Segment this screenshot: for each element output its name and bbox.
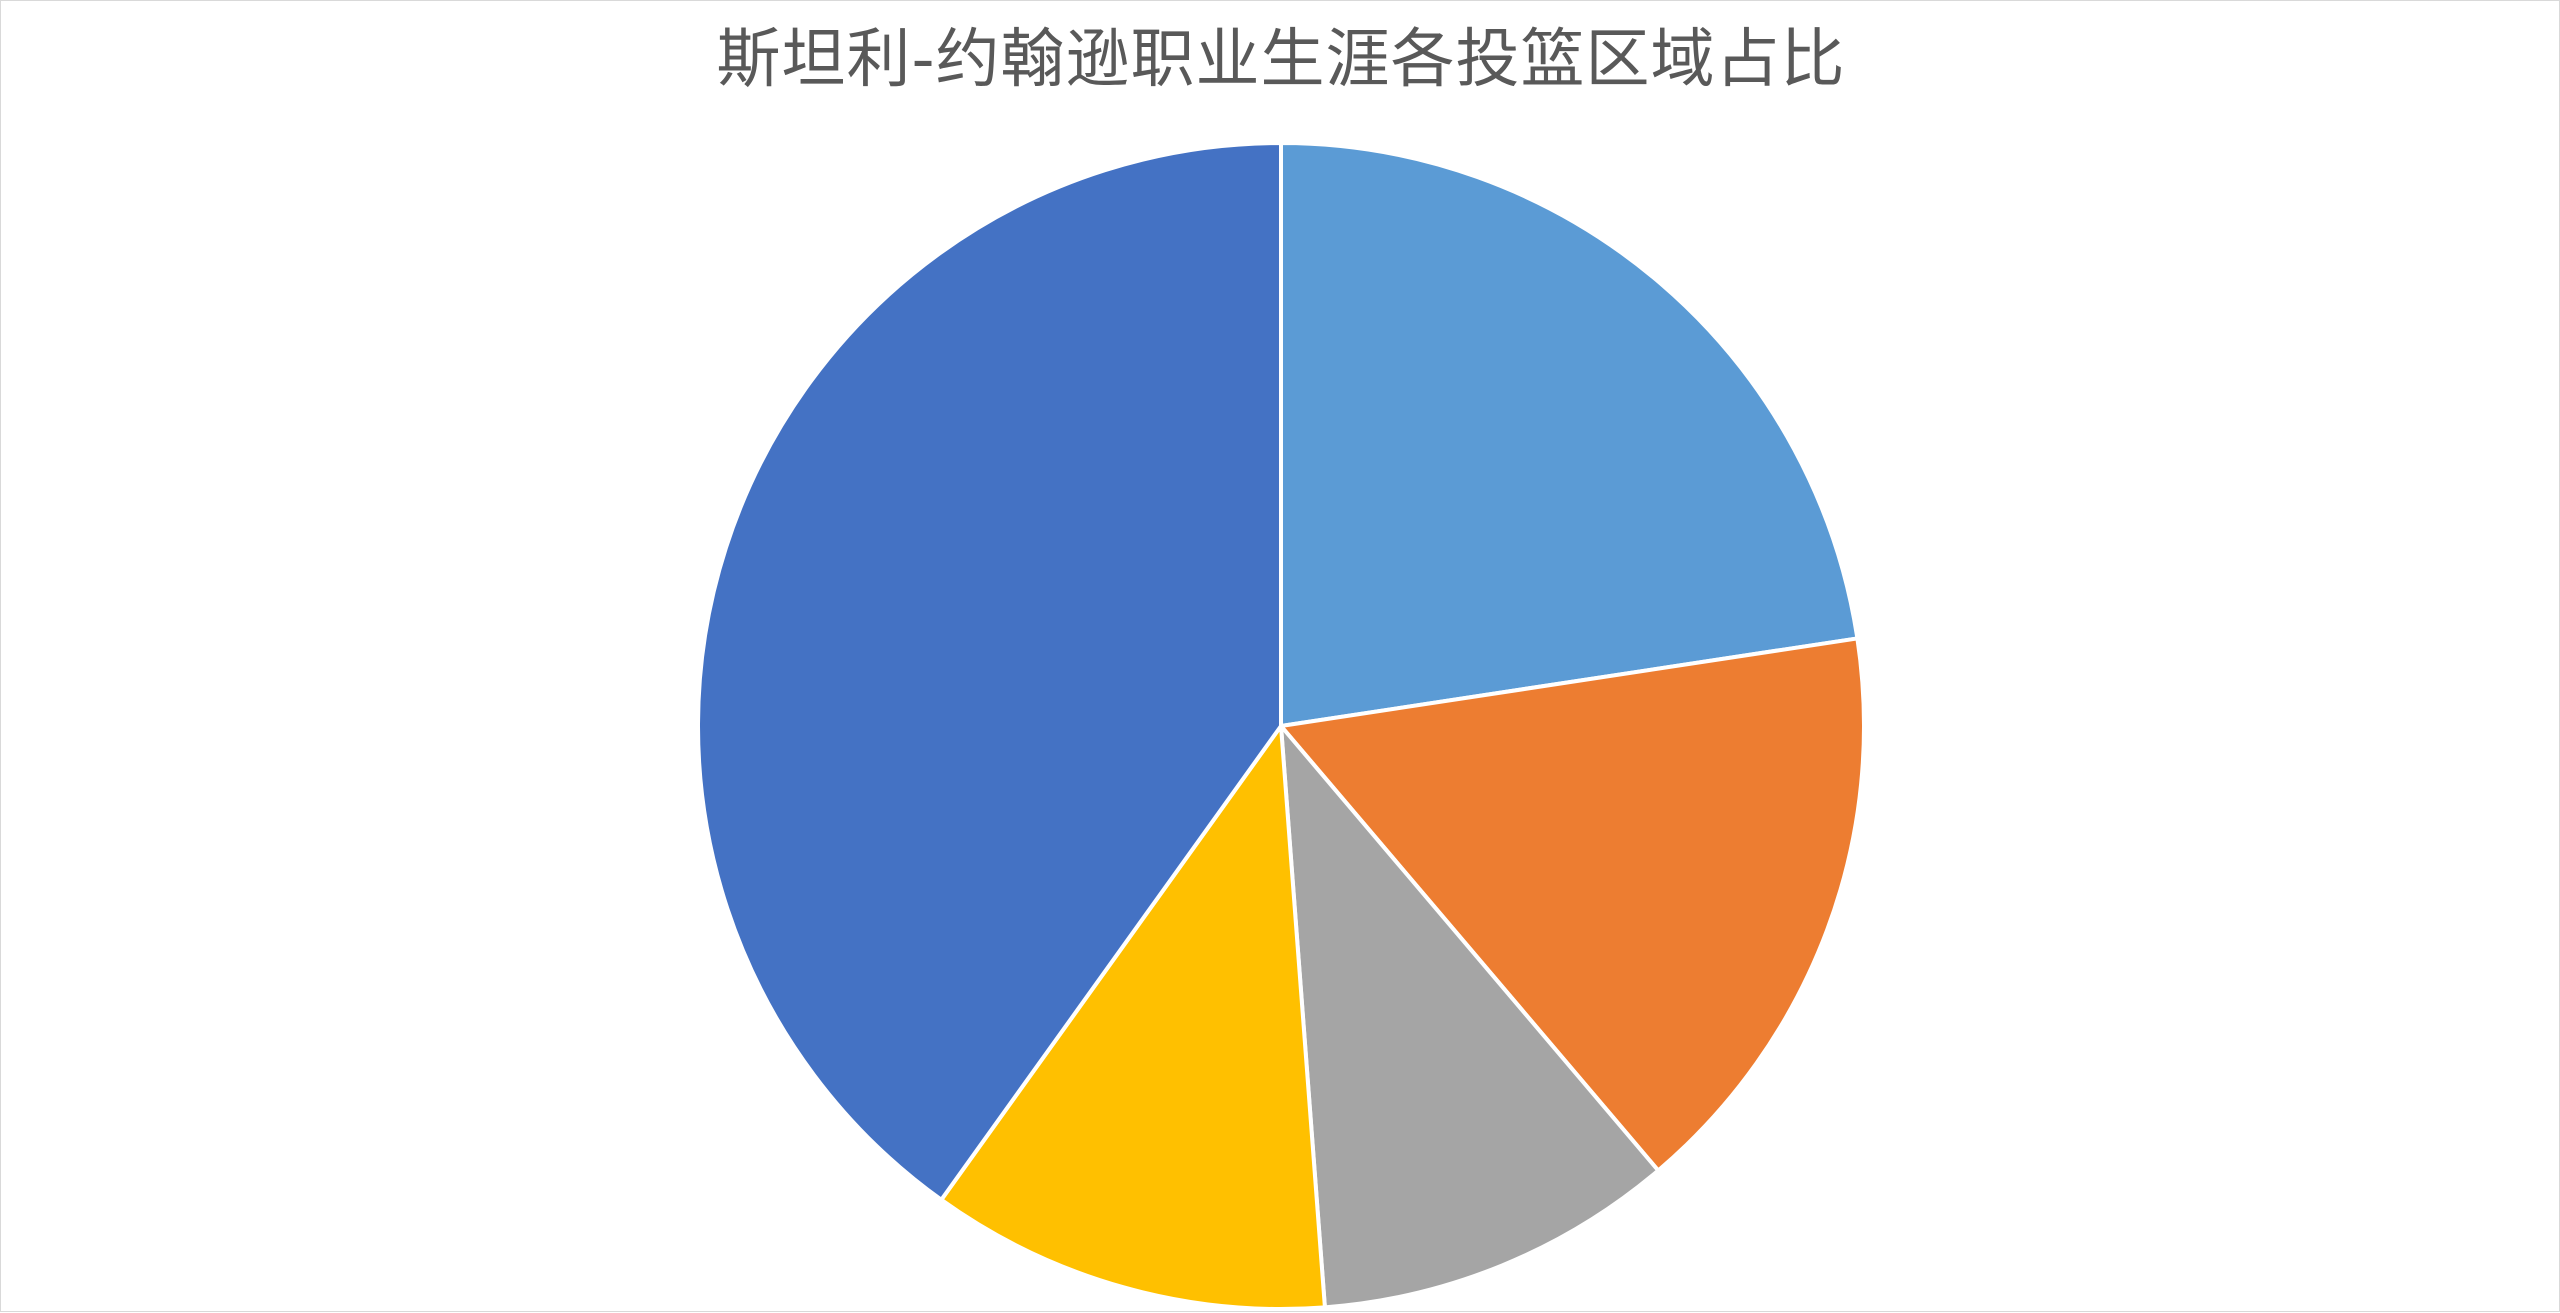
pie-slice-3 — [1279, 724, 1661, 1310]
pie-slice-4 — [939, 724, 1327, 1311]
chart-title: 斯坦利-约翰逊职业生涯各投篮区域占比 — [716, 23, 1846, 97]
pie-slice-5 — [696, 141, 1283, 1202]
pie-slice-2 — [1279, 636, 1866, 1173]
pie-slice-1 — [1279, 141, 1860, 728]
